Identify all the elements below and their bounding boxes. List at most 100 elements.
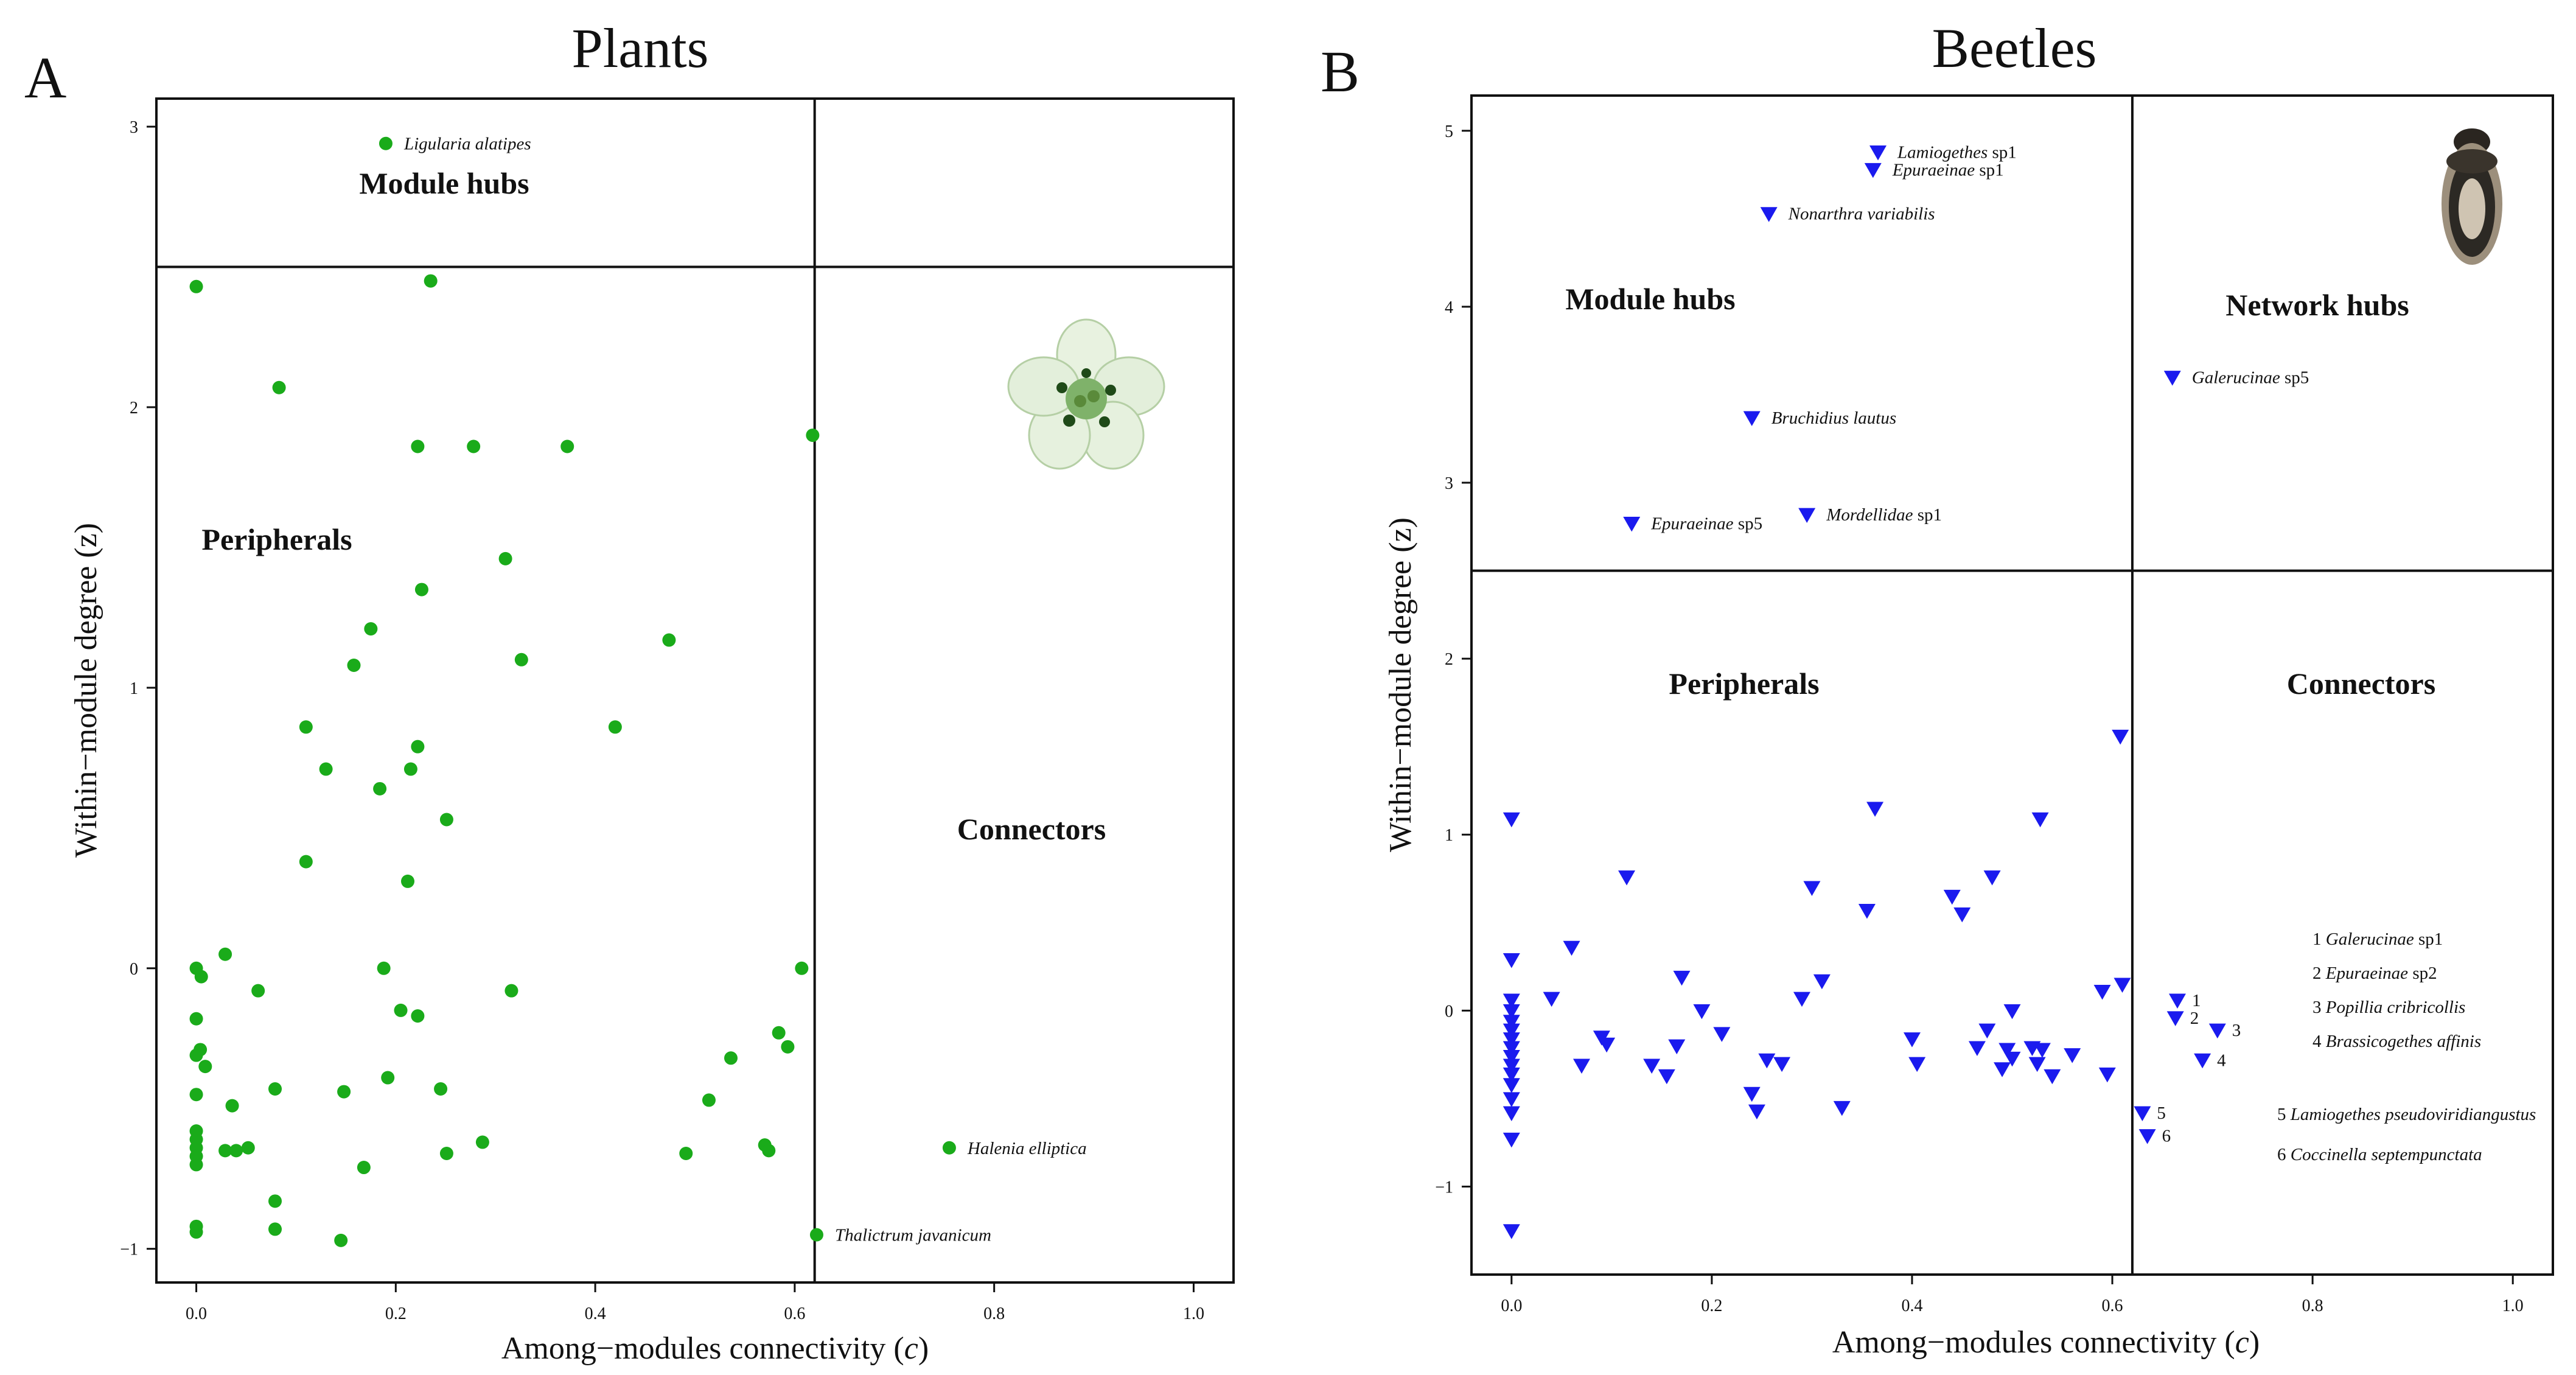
x-tick-label: 0.2 (385, 1304, 407, 1323)
beetle-point (1503, 1067, 1520, 1083)
plant-point (299, 720, 313, 734)
legend-entry-name: Brassicogethes affinis (2326, 1032, 2481, 1051)
panel-b-region-peripherals: Peripherals (1669, 667, 1819, 701)
beetle-point (2194, 1053, 2211, 1069)
y-tick-label: 2 (1445, 650, 1453, 669)
legend-entry: 2 Epuraeinae sp2 (2312, 964, 2437, 983)
plant-point (299, 855, 313, 869)
panel-a-region-peripherals: Peripherals (201, 522, 352, 556)
beetle-point (1798, 508, 1816, 523)
plant-point (272, 380, 286, 394)
beetle-point (2033, 1043, 2051, 1058)
legend-entry: 4 Brassicogethes affinis (2312, 1032, 2481, 1051)
beetle-point (1869, 145, 1887, 161)
legend-entry-number: 2 (2312, 964, 2322, 983)
x-tick-label: 0.4 (585, 1304, 606, 1323)
plant-point (347, 659, 361, 673)
x-tick-label: 0.0 (1501, 1296, 1522, 1315)
plant-point (679, 1146, 693, 1160)
beetle-point (1978, 1023, 1996, 1039)
plant-point (251, 984, 265, 998)
beetle-point (1866, 802, 1884, 817)
plant-point (434, 1082, 448, 1096)
legend-entry-number: 3 (2312, 998, 2322, 1017)
beetle-point (1758, 1053, 1776, 1069)
beetle-point (1503, 1023, 1520, 1039)
beetle-point (2163, 371, 2181, 386)
panel-b-points (1503, 145, 2226, 1239)
plant-point (394, 1003, 408, 1017)
legend-entry-space (2322, 964, 2326, 983)
y-tick-label: 4 (1445, 298, 1453, 317)
plant-point (403, 762, 417, 776)
beetle-point (2208, 1023, 2226, 1039)
legend-entry-suffix: sp2 (2408, 964, 2437, 983)
beetle-point-label: Mordellidae sp1 (1826, 505, 1942, 525)
beetle-point-number: 6 (2162, 1127, 2171, 1146)
beetle-point (2044, 1069, 2061, 1085)
legend-entry: 6 Coccinella septempunctata (2277, 1145, 2482, 1164)
panel-b-plot-frame (1470, 94, 2554, 1276)
legend-entry-space (2286, 1145, 2291, 1164)
beetle-point-label-name: Galerucinae (2192, 368, 2280, 388)
beetle-point (1968, 1041, 1986, 1057)
panel-b-region-network-hubs: Network hubs (2225, 288, 2409, 322)
legend-entry-number: 4 (2312, 1032, 2322, 1051)
panel-b-region-connectors: Connectors (2287, 667, 2435, 701)
beetle-point-number: 2 (2190, 1009, 2199, 1028)
beetle-point (1598, 1037, 1616, 1053)
beetle-point (1643, 1058, 1661, 1074)
beetle-point (2166, 1011, 2184, 1026)
beetle-point (1503, 953, 1520, 968)
beetle-point (1943, 889, 1961, 905)
panel-b-x-axis-label: Among−modules connectivity (c) (1832, 1325, 2260, 1360)
beetle-point (1503, 1092, 1520, 1107)
beetle-point (1994, 1062, 2011, 1077)
panel-a-region-module-hubs: Module hubs (359, 166, 529, 200)
plant-point (364, 622, 378, 636)
plant-point (724, 1051, 738, 1065)
y-tick-label: 5 (1445, 122, 1453, 141)
beetle-point (1503, 1015, 1520, 1030)
beetle-point-label-suffix: sp5 (1734, 514, 1763, 534)
panel-a-plants: A Plants −1 0 1 2 3 0.0 0.2 0.4 0.6 0.8 1.0 Withi… (24, 17, 1235, 1366)
beetle-point (1503, 1224, 1520, 1239)
beetle-point-label-suffix: sp1 (1913, 505, 1942, 525)
x-tick-label: 0.6 (784, 1304, 805, 1323)
plant-point (373, 782, 387, 796)
plant-point-label: Ligularia alatipes (403, 135, 531, 154)
plant-point (377, 961, 391, 975)
beetle-point (1503, 1032, 1520, 1048)
plant-point (218, 947, 232, 961)
beetle-point (1673, 970, 1691, 986)
beetle-point (1572, 1058, 1590, 1074)
plant-point (401, 874, 414, 888)
beetle-point (2134, 1106, 2151, 1122)
beetle-point-label-name: Epuraeinae (1892, 160, 1975, 180)
y-tick-label: 3 (1445, 474, 1453, 493)
beetle-point (1813, 974, 1831, 990)
beetle-point (1503, 1050, 1520, 1065)
y-tick-label: −1 (120, 1240, 138, 1259)
beetle-point (1953, 907, 1971, 923)
beetle-point (1713, 1027, 1731, 1042)
beetle-point (1623, 517, 1641, 532)
panel-a-points (189, 136, 956, 1247)
flower-image (1007, 318, 1165, 470)
plant-point (194, 970, 208, 984)
beetle-point (1668, 1039, 1686, 1055)
plant-point (334, 1233, 348, 1247)
legend-entry-space (2322, 1032, 2326, 1051)
beetle-point (1803, 881, 1821, 896)
plant-point (504, 984, 518, 998)
legend-entry-number: 1 (2312, 929, 2322, 949)
beetle-point (2028, 1057, 2046, 1072)
beetle-point (1503, 1041, 1520, 1057)
beetle-point-label-name: Bruchidius lautus (1771, 408, 1896, 428)
beetle-point (1503, 993, 1520, 1009)
beetle-point-label-name: Mordellidae (1826, 505, 1913, 525)
beetle-point (1503, 1106, 1520, 1122)
